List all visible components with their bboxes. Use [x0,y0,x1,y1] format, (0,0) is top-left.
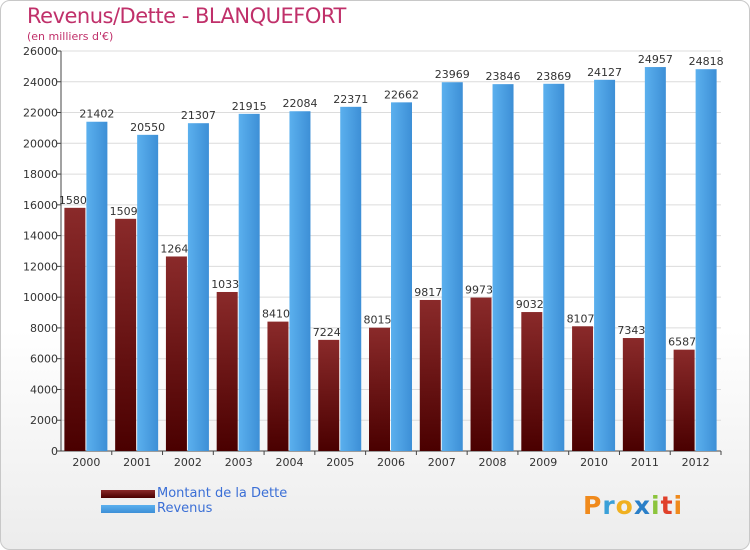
x-tick-label: 2008 [479,456,507,469]
bar-dette [165,256,187,451]
data-label-dette: 9817 [414,286,442,299]
bar-revenus [86,121,108,451]
data-label-revenus: 23846 [486,70,521,83]
x-tick-label: 2006 [377,456,405,469]
data-label-revenus: 21915 [232,100,267,113]
bar-dette [369,327,390,451]
x-tick-label: 2001 [123,456,151,469]
data-label-dette: 7224 [313,326,341,339]
bar-revenus [543,83,565,452]
data-label-dette: 9973 [465,284,493,297]
y-tick-label: 0 [51,445,58,458]
data-label-revenus: 22371 [333,93,368,106]
y-tick-label: 2000 [30,414,58,427]
legend-swatch-dette [101,490,155,498]
data-label-revenus: 20550 [130,121,165,134]
data-label-dette: 1509 [110,205,138,218]
data-label-revenus: 21307 [181,109,216,122]
data-label-dette: 9032 [516,298,544,311]
bar-dette [673,349,695,451]
bar-chart: 0 2000 4000 6000 8000 10000 12000 14000 16000 180… [23,45,724,469]
bar-dette [318,339,340,451]
bar-revenus [492,84,514,451]
bar-revenus [187,123,209,451]
bar-dette [115,218,137,451]
x-tick-label: 2003 [225,456,253,469]
bar-revenus [340,106,362,451]
legend-swatch-revenus [101,505,155,513]
bar-dette [622,338,644,451]
x-tick-label: 2012 [682,456,710,469]
data-label-dette: 8410 [262,308,290,321]
bar-revenus [441,82,463,451]
y-tick-label: 18000 [23,168,58,181]
data-label-revenus: 24127 [587,66,622,79]
data-label-dette: 8015 [364,314,392,327]
y-tick-label: 12000 [23,260,58,273]
legend-label-revenus: Revenus [157,501,213,516]
x-tick-label: 2005 [326,456,354,469]
x-tick-label: 2002 [174,456,202,469]
bar-revenus [644,67,666,452]
bar-revenus [137,134,159,451]
bar-dette [216,291,238,451]
chart-title: Revenus/Dette - BLANQUEFORT [27,4,346,28]
data-label-revenus: 24818 [689,55,724,68]
bar-revenus [594,79,616,452]
proxiti-logo: Proxiti [583,491,684,520]
legend-label-dette: Montant de la Dette [157,486,288,501]
x-tick-label: 2009 [529,456,557,469]
chart-subtitle: (en milliers d'€) [27,30,114,43]
y-tick-label: 14000 [23,230,58,243]
bar-revenus [289,111,311,451]
bar-dette [521,312,543,451]
data-label-revenus: 23969 [435,68,470,81]
y-tick-label: 4000 [30,383,58,396]
bar-dette [572,326,594,451]
x-tick-label: 2004 [275,456,303,469]
x-tick-label: 2000 [72,456,100,469]
bar-dette [470,297,492,451]
data-label-dette: 8107 [567,312,595,325]
x-tick-label: 2010 [580,456,608,469]
bar-dette [267,321,289,451]
bar-dette [419,299,441,451]
data-label-dette: 6587 [668,336,696,349]
data-label-revenus: 23869 [536,70,571,83]
bar-revenus [695,69,717,451]
data-label-dette: 7343 [617,324,645,337]
x-tick-label: 2007 [428,456,456,469]
data-label-dette: 1580 [59,194,87,207]
bar-dette [64,207,86,451]
data-label-revenus: 22662 [384,88,419,101]
data-label-dette: 1264 [160,242,188,255]
y-tick-label: 8000 [30,322,58,335]
bar-revenus [391,102,412,451]
data-label-dette: 1033 [211,278,239,291]
data-label-revenus: 22084 [282,97,317,110]
x-tick-label: 2011 [631,456,659,469]
data-label-revenus: 21402 [79,108,114,121]
y-tick-label: 24000 [23,76,58,89]
y-tick-label: 26000 [23,45,58,58]
y-tick-label: 10000 [23,291,58,304]
bar-revenus [238,113,260,451]
y-tick-label: 16000 [23,199,58,212]
y-tick-label: 20000 [23,137,58,150]
y-tick-label: 22000 [23,107,58,120]
y-tick-label: 6000 [30,353,58,366]
data-label-revenus: 24957 [638,53,673,66]
